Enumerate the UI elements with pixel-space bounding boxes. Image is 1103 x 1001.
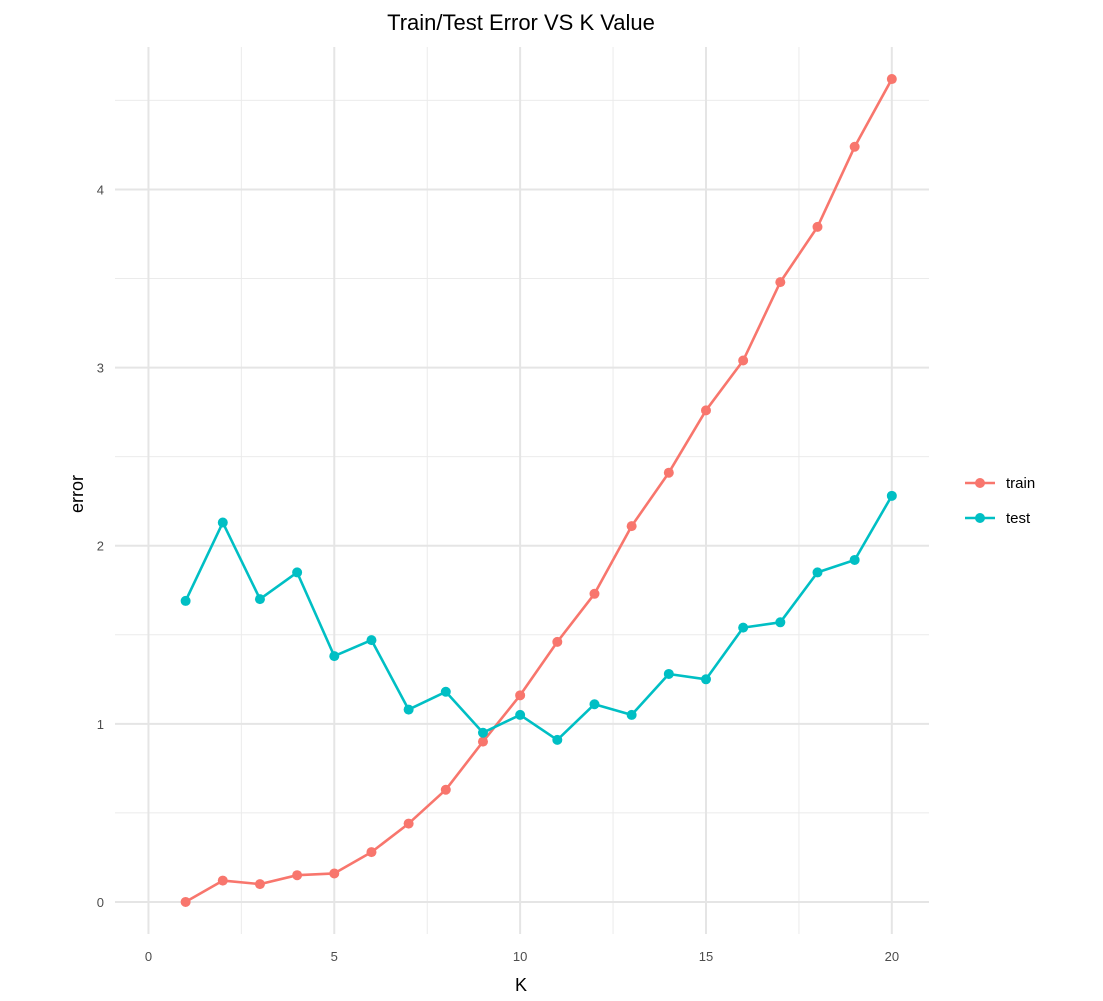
data-point-test [180, 595, 191, 606]
grid-major [115, 47, 929, 934]
chart-title: Train/Test Error VS K Value [387, 10, 655, 35]
data-point-train [812, 221, 823, 232]
data-point-train [329, 868, 340, 879]
data-point-train [663, 467, 674, 478]
data-point-test [700, 674, 711, 685]
data-point-train [552, 636, 563, 647]
data-point-train [292, 870, 303, 881]
data-point-test [663, 668, 674, 679]
data-point-train [440, 784, 451, 795]
data-point-test [775, 617, 786, 628]
data-point-test [552, 734, 563, 745]
data-point-test [292, 567, 303, 578]
x-axis-title: K [515, 975, 527, 995]
grid-minor [115, 47, 929, 934]
legend-key-point [975, 478, 985, 488]
x-tick-label: 15 [699, 949, 713, 964]
y-tick-label: 4 [97, 182, 104, 197]
data-point-train [626, 521, 637, 532]
data-point-train [180, 896, 191, 907]
data-point-train [886, 74, 897, 85]
data-point-test [329, 651, 340, 662]
series-lines [184, 78, 893, 904]
data-point-test [366, 635, 377, 646]
data-point-train [589, 588, 600, 599]
data-point-test [849, 554, 860, 565]
legend-label: test [1006, 510, 1031, 527]
y-tick-label: 3 [97, 361, 104, 376]
data-point-train [775, 277, 786, 288]
series-points [180, 74, 897, 907]
data-point-train [700, 405, 711, 416]
series-line-test [184, 495, 893, 742]
data-point-test [626, 709, 637, 720]
data-point-train [515, 690, 526, 701]
data-point-test [812, 567, 823, 578]
x-tick-label: 0 [145, 949, 152, 964]
data-point-test [217, 517, 228, 528]
x-tick-label: 10 [513, 949, 527, 964]
data-point-test [515, 709, 526, 720]
data-point-test [738, 622, 749, 633]
y-tick-labels: 0 1 2 3 4 [97, 182, 104, 909]
legend: train test [965, 475, 1035, 527]
data-point-train [403, 818, 414, 829]
data-point-test [254, 594, 265, 605]
data-point-test [589, 699, 600, 710]
data-point-train [217, 875, 228, 886]
data-point-train [366, 847, 377, 858]
legend-key-point [975, 513, 985, 523]
x-tick-labels: 0 5 10 15 20 [145, 949, 899, 964]
series-line-train [184, 78, 893, 904]
legend-item-test: test [965, 510, 1031, 527]
data-point-test [403, 704, 414, 715]
y-tick-label: 1 [97, 717, 104, 732]
data-point-test [440, 686, 451, 697]
data-point-train [849, 141, 860, 152]
x-tick-label: 5 [331, 949, 338, 964]
y-tick-label: 2 [97, 539, 104, 554]
x-tick-label: 20 [885, 949, 899, 964]
y-tick-label: 0 [97, 895, 104, 910]
data-point-train [254, 879, 265, 890]
data-point-test [477, 727, 488, 738]
data-point-test [886, 490, 897, 501]
y-axis-title: error [67, 475, 87, 513]
data-point-train [738, 355, 749, 366]
legend-item-train: train [965, 475, 1035, 492]
legend-label: train [1006, 475, 1035, 492]
data-point-train [477, 736, 488, 747]
